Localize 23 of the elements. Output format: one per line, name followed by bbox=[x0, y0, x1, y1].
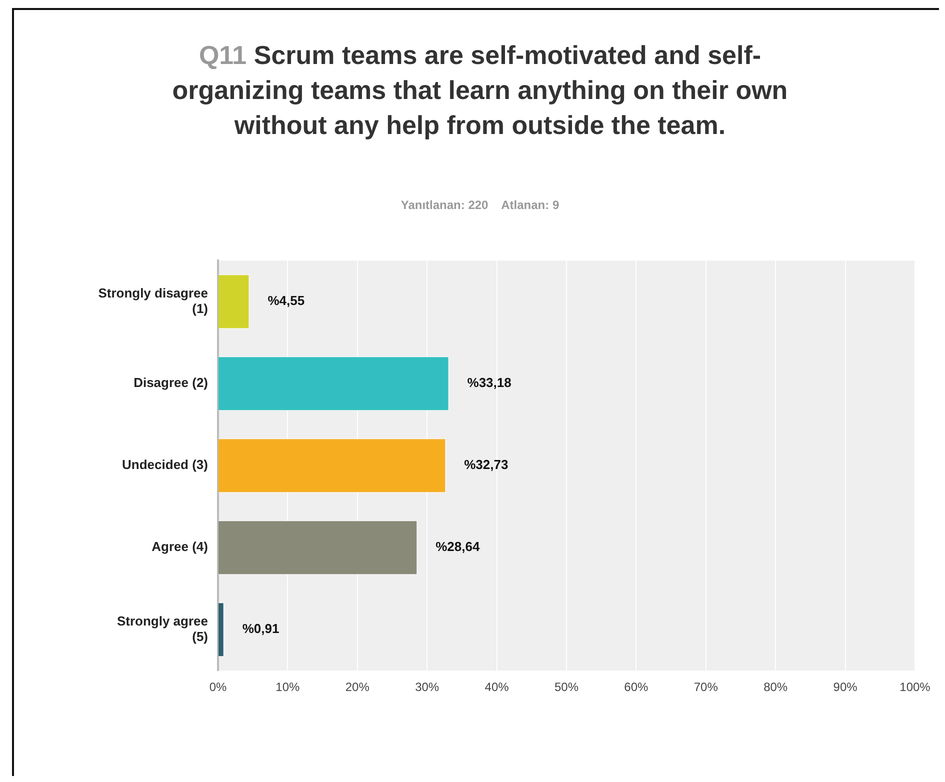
data-label: %4,55 bbox=[268, 293, 305, 308]
x-tick-label: 60% bbox=[624, 680, 649, 694]
x-tick-label: 0% bbox=[209, 680, 227, 694]
x-tick-label: 10% bbox=[276, 680, 300, 694]
y-tick-label: Disagree (2) bbox=[134, 375, 208, 390]
chart-title: Q11 Scrum teams are self-motivated and self-organizing teams that learn anything on their own without any help from outside the team. bbox=[171, 39, 789, 142]
x-tick-label: 90% bbox=[833, 680, 858, 694]
y-tick-label: Strongly agree (5) bbox=[116, 613, 208, 644]
x-tick-label: 20% bbox=[345, 680, 370, 694]
data-label: %32,73 bbox=[464, 457, 508, 472]
x-tick-label: 50% bbox=[554, 680, 579, 694]
data-label: %33,18 bbox=[467, 375, 512, 390]
chart-subtitle: Yanıtlanan: 220 Atlanan: 9 bbox=[400, 198, 560, 212]
x-tick-label: 80% bbox=[764, 680, 788, 694]
y-tick-label: Undecided (3) bbox=[122, 457, 208, 472]
x-tick-label: 40% bbox=[484, 680, 510, 694]
data-label: %28,64 bbox=[436, 539, 480, 554]
x-tick-label: 30% bbox=[415, 680, 440, 694]
x-tick-label: 100% bbox=[900, 680, 931, 694]
y-tick-label: Agree (4) bbox=[152, 539, 208, 554]
x-tick-label: 70% bbox=[694, 680, 718, 694]
data-label: %0,91 bbox=[242, 621, 280, 636]
y-tick-label: Strongly disagree (1) bbox=[98, 285, 208, 316]
